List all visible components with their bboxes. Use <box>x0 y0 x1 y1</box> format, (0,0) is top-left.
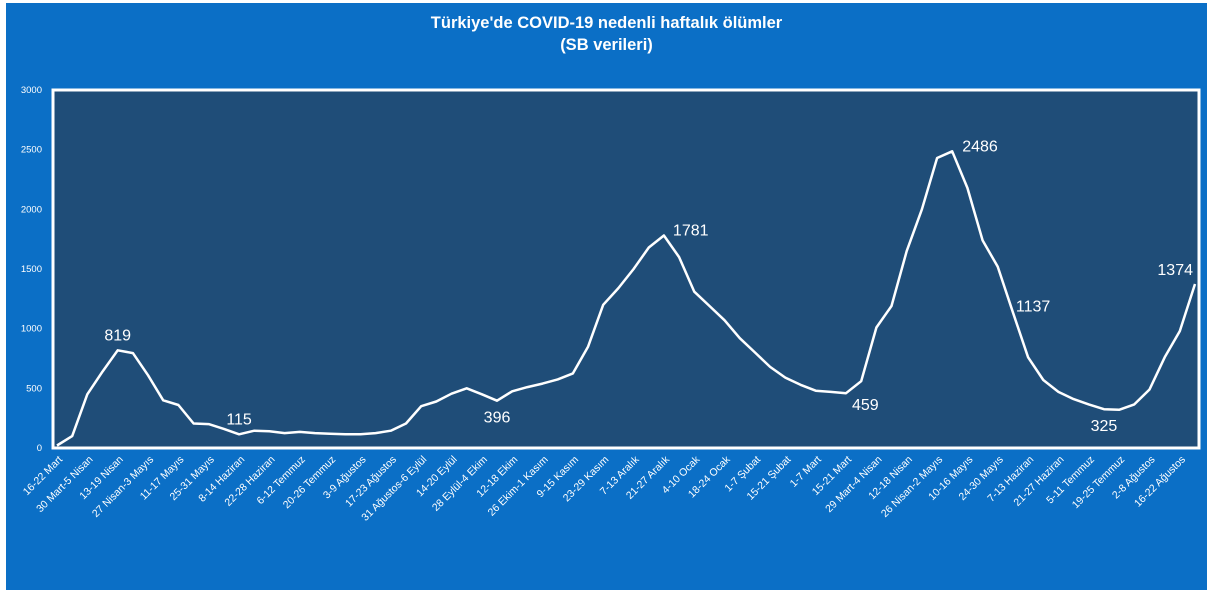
series-line <box>56 150 1197 447</box>
data-label: 325 <box>1091 418 1118 435</box>
chart-title: Türkiye'de COVID-19 nedenli haftalık ölü… <box>430 14 783 32</box>
x-tick-label: 20-26 Temmuz <box>281 454 338 511</box>
data-label: 1374 <box>1157 262 1193 279</box>
data-label: 2486 <box>962 138 998 155</box>
y-axis: 0 500 1000 1500 2000 2500 3000 <box>21 85 42 454</box>
y-tick-label: 1500 <box>21 264 42 275</box>
data-label: 1137 <box>1016 298 1051 315</box>
data-labels: 819 115 396 1781 459 2486 1137 325 1374 <box>104 138 1193 435</box>
data-label: 396 <box>484 410 511 427</box>
y-tick-label: 1000 <box>21 324 42 335</box>
data-label: 1781 <box>673 222 709 239</box>
data-label: 115 <box>226 411 252 428</box>
x-tick-label: 19-25 Temmuz <box>1070 454 1127 511</box>
data-label: 459 <box>852 397 879 414</box>
data-label: 819 <box>104 327 131 344</box>
chart-title-block: Türkiye'de COVID-19 nedenli haftalık ölü… <box>0 12 1213 56</box>
y-tick-label: 2500 <box>21 145 42 156</box>
chart-subtitle: (SB verileri) <box>560 36 653 54</box>
y-tick-label: 0 <box>37 443 42 454</box>
plot-area <box>51 88 1201 450</box>
y-tick-label: 2000 <box>21 204 42 215</box>
y-tick-label: 500 <box>26 383 42 394</box>
y-tick-label: 3000 <box>21 85 42 96</box>
